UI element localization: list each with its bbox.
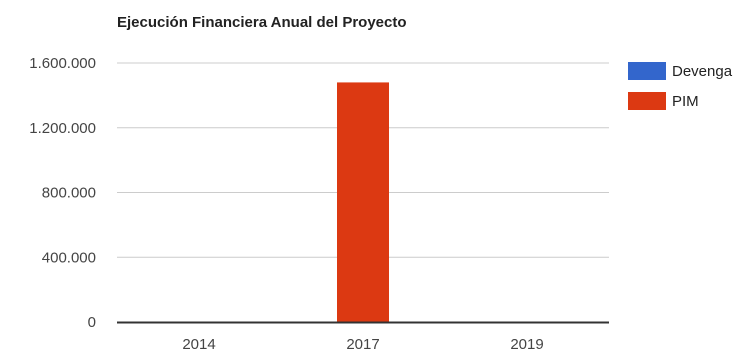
x-tick-label: 2017: [346, 336, 379, 353]
x-tick-label: 2014: [182, 336, 215, 353]
legend-label-devenga: Devenga: [672, 63, 733, 80]
bars: [337, 82, 389, 322]
chart-title: Ejecución Financiera Anual del Proyecto: [117, 14, 407, 31]
x-axis: 2014 2017 2019: [117, 321, 609, 353]
x-tick-label: 2019: [510, 336, 543, 353]
y-tick-label: 1.200.000: [29, 120, 96, 137]
y-axis: 0 400.000 800.000 1.200.000 1.600.000: [29, 55, 96, 331]
y-tick-label: 0: [88, 314, 96, 331]
y-tick-label: 1.600.000: [29, 55, 96, 72]
legend-swatch-pim: [628, 92, 666, 110]
legend-label-pim: PIM: [672, 93, 699, 110]
y-tick-label: 800.000: [42, 185, 96, 202]
legend-swatch-devenga: [628, 62, 666, 80]
y-tick-label: 400.000: [42, 249, 96, 266]
legend: Devenga PIM: [628, 62, 733, 110]
bar-pim-2017: [337, 82, 389, 322]
